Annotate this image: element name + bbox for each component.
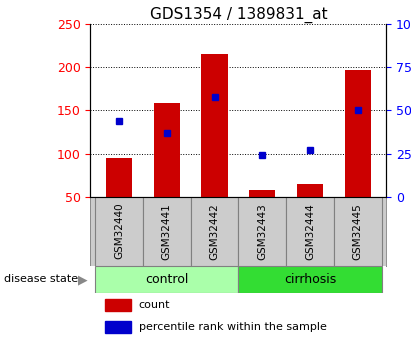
Bar — [95, 266, 238, 293]
Bar — [286, 197, 334, 266]
Bar — [106, 158, 132, 197]
Bar — [191, 197, 238, 266]
Bar — [238, 197, 286, 266]
Text: GSM32442: GSM32442 — [210, 203, 219, 259]
Bar — [334, 197, 381, 266]
Text: cirrhosis: cirrhosis — [284, 273, 336, 286]
Bar — [105, 299, 131, 311]
Bar — [143, 197, 191, 266]
Text: GSM32445: GSM32445 — [353, 203, 363, 259]
Text: GSM32444: GSM32444 — [305, 203, 315, 259]
Title: GDS1354 / 1389831_at: GDS1354 / 1389831_at — [150, 7, 327, 23]
Text: GSM32443: GSM32443 — [257, 203, 267, 259]
Bar — [154, 104, 180, 197]
Bar — [95, 197, 143, 266]
Bar — [105, 321, 131, 333]
Bar — [201, 54, 228, 197]
Bar — [344, 70, 371, 197]
Bar — [238, 266, 381, 293]
Text: GSM32440: GSM32440 — [114, 203, 124, 259]
Text: ▶: ▶ — [78, 273, 88, 286]
Text: count: count — [139, 300, 170, 310]
Text: control: control — [145, 273, 189, 286]
Text: percentile rank within the sample: percentile rank within the sample — [139, 322, 326, 332]
Bar — [249, 190, 275, 197]
Text: GSM32441: GSM32441 — [162, 203, 172, 259]
Text: disease state: disease state — [4, 275, 78, 284]
Bar — [297, 184, 323, 197]
